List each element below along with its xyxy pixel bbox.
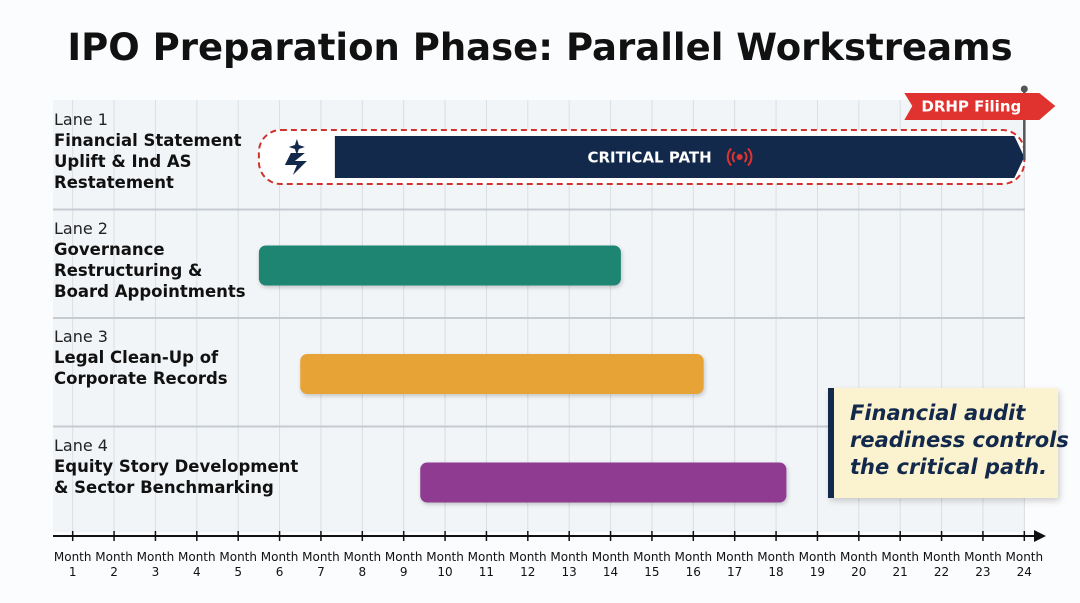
signal-icon	[743, 151, 748, 163]
lane-number: Lane 3	[54, 327, 108, 346]
x-tick-label: Month 22	[922, 550, 961, 579]
x-tick-label: Month 20	[840, 550, 878, 579]
x-tick-label: Month 9	[384, 550, 423, 579]
x-tick-label: Month 1	[53, 550, 92, 579]
chart-title: IPO Preparation Phase: Parallel Workstre…	[67, 26, 1013, 69]
signal-icon	[726, 147, 732, 167]
axis-arrow	[1034, 530, 1046, 542]
x-tick-label: Month 17	[715, 550, 754, 579]
critical-path-label: CRITICAL PATH	[587, 149, 711, 167]
lane-number: Lane 2	[54, 218, 108, 238]
icon-spark	[288, 139, 305, 155]
annotation: Financial audit readiness controls the cri…	[828, 388, 1069, 498]
x-tick-label: Month 23	[964, 550, 1002, 579]
x-tick-label: Month 24	[1005, 550, 1044, 579]
x-tick-label: Month 21	[881, 550, 919, 579]
milestone-pole-top	[1020, 85, 1028, 93]
lane-number: Lane 1	[54, 110, 108, 129]
x-tick-label: Month 12	[509, 550, 547, 579]
icon	[284, 153, 307, 175]
bar	[258, 245, 621, 286]
lane-name: Governance	[54, 239, 165, 259]
x-tick-label: Month 15	[633, 550, 671, 579]
x-tick-label: Month 13	[550, 550, 588, 579]
x-tick-label: Month 7	[302, 550, 340, 579]
annotation-line: the critical path.	[850, 455, 1048, 479]
lane-name: Legal Clean-Up of	[54, 348, 219, 367]
lane-name: Financial Statement	[54, 131, 242, 150]
signal-icon	[731, 151, 736, 163]
lane-name: Restructuring &	[54, 260, 203, 280]
bar	[420, 462, 787, 503]
x-tick-label: Month 5	[219, 550, 257, 579]
x-tick-label: Month 3	[136, 550, 175, 579]
x-tick-label: Month 11	[467, 550, 506, 579]
x-tick-label: Month 4	[178, 550, 216, 579]
x-tick-label: Month 18	[757, 550, 795, 579]
lane-number: Lane 4	[54, 435, 108, 455]
lane-name: Board Appointments	[54, 281, 246, 301]
lane-name: & Sector Benchmarking	[54, 477, 274, 497]
x-tick-label: Month 10	[426, 550, 464, 579]
critical-path-bar	[334, 136, 1025, 178]
lane-name: Equity Story Development	[54, 456, 299, 476]
lane-name: Corporate Records	[54, 369, 228, 388]
milestone-flag	[904, 93, 1056, 120]
lane-name: Uplift & Ind AS	[54, 152, 192, 171]
x-tick-label: Month 8	[343, 550, 382, 579]
bar	[300, 354, 704, 394]
signal-icon	[747, 147, 753, 167]
annotation-line: readiness controls	[850, 428, 1069, 452]
lane-name: Restatement	[54, 173, 174, 192]
x-tick-label: Month 14	[591, 550, 630, 579]
x-tick-label: Month 6	[260, 550, 299, 579]
x-tick-label: Month 2	[95, 550, 133, 579]
signal-icon	[736, 154, 743, 160]
milestone-label: DRHP Filing	[921, 98, 1021, 116]
annotation-line: Financial audit	[850, 401, 1026, 425]
x-tick-label: Month 19	[798, 550, 837, 579]
x-tick-label: Month 16	[674, 550, 713, 579]
